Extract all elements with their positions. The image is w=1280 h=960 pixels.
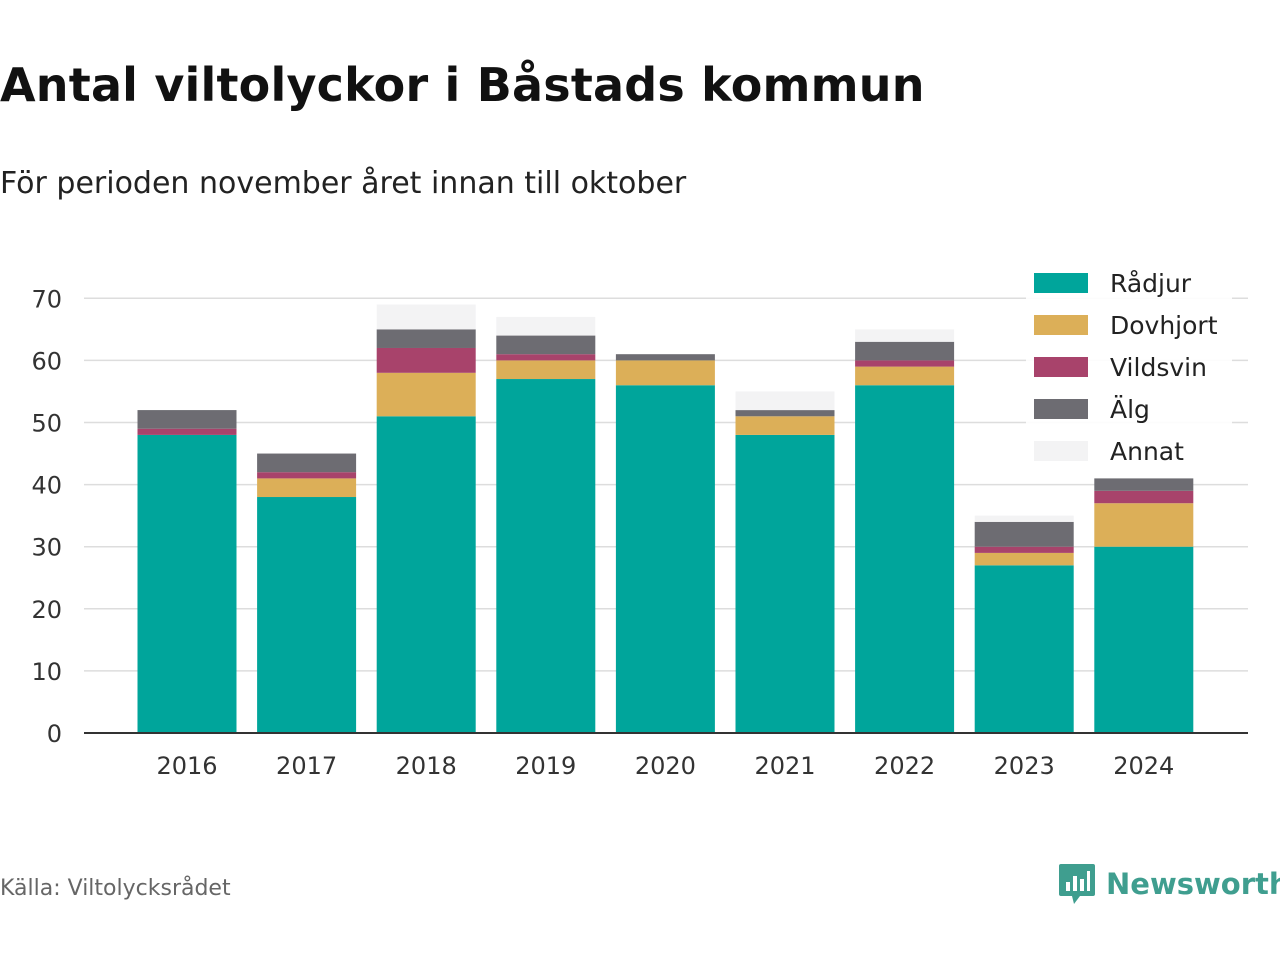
bar-segment-dovhjort — [735, 416, 835, 435]
bar-segment-älg — [496, 335, 596, 355]
bar-segment-annat — [376, 304, 476, 330]
bar-segment-annat — [974, 515, 1074, 522]
bars — [137, 304, 1194, 733]
bar-segment-vildsvin — [496, 354, 596, 361]
bar-segment-vildsvin — [974, 546, 1074, 553]
newsworthy-logo-icon — [1059, 864, 1095, 904]
legend-swatch — [1034, 273, 1088, 293]
y-tick-label: 0 — [47, 720, 62, 748]
bar-segment-dovhjort — [376, 372, 476, 417]
legend-label: Dovhjort — [1110, 311, 1218, 340]
bar-segment-vildsvin — [855, 360, 955, 367]
x-tick-label: 2018 — [396, 752, 457, 780]
bar-segment-rådjur — [735, 434, 835, 733]
legend-swatch — [1034, 399, 1088, 419]
x-tick-label: 2016 — [156, 752, 217, 780]
bar-segment-älg — [974, 521, 1074, 547]
bar-segment-annat — [496, 316, 596, 336]
legend: Rådjur Dovhjort Vildsvin Älg Annat — [1026, 268, 1232, 478]
bar-segment-rådjur — [1094, 546, 1194, 733]
legend-swatch — [1034, 357, 1088, 377]
chart-title: Antal viltolyckor i Båstads kommun — [0, 58, 925, 112]
axes: 0 10 20 30 40 50 60 70 2016 2017 2018 2019 2020 2021 2… — [31, 285, 1248, 780]
legend-label: Rådjur — [1110, 269, 1192, 298]
bar-segment-vildsvin — [376, 347, 476, 373]
bar-segment-dovhjort — [615, 360, 715, 386]
bar-segment-annat — [735, 391, 835, 411]
y-tick-label: 50 — [31, 410, 62, 438]
x-tick-label: 2017 — [276, 752, 337, 780]
bar-segment-älg — [615, 354, 715, 361]
bar-segment-dovhjort — [257, 478, 357, 498]
legend-label: Annat — [1110, 437, 1184, 466]
y-tick-label: 40 — [31, 472, 62, 500]
bar-segment-älg — [855, 341, 955, 361]
y-tick-label: 10 — [31, 658, 62, 686]
x-tick-label: 2023 — [994, 752, 1055, 780]
legend-swatch — [1034, 315, 1088, 335]
bar-segment-älg — [735, 410, 835, 417]
bar-segment-vildsvin — [137, 428, 237, 435]
brand-logo: Newsworthy — [1058, 862, 1280, 906]
bar-segment-rådjur — [855, 385, 955, 733]
legend-label: Älg — [1110, 395, 1150, 424]
bar-segment-rådjur — [257, 497, 357, 733]
bar-segment-älg — [376, 329, 476, 348]
bar-segment-älg — [137, 410, 237, 429]
bar-segment-dovhjort — [974, 552, 1074, 566]
x-tick-label: 2021 — [754, 752, 815, 780]
y-tick-label: 20 — [31, 596, 62, 624]
bar-segment-vildsvin — [1094, 490, 1194, 504]
source-note: Källa: Viltolycksrådet — [0, 876, 231, 901]
bar-segment-rådjur — [974, 565, 1074, 733]
bar-segment-dovhjort — [1094, 503, 1194, 547]
brand-name: Newsworthy — [1106, 867, 1280, 901]
x-tick-label: 2019 — [515, 752, 576, 780]
x-tick-label: 2024 — [1113, 752, 1174, 780]
legend-label: Vildsvin — [1110, 353, 1207, 382]
bar-segment-älg — [1094, 478, 1194, 491]
x-tick-label: 2022 — [874, 752, 935, 780]
bar-segment-annat — [855, 329, 955, 342]
y-tick-label: 70 — [31, 285, 62, 313]
bar-segment-rådjur — [137, 434, 237, 733]
y-tick-label: 30 — [31, 534, 62, 562]
legend-swatch — [1034, 441, 1088, 461]
bar-segment-dovhjort — [496, 360, 596, 380]
bar-segment-älg — [257, 453, 357, 473]
bar-segment-dovhjort — [855, 366, 955, 386]
bar-segment-rådjur — [615, 385, 715, 733]
bar-segment-vildsvin — [257, 472, 357, 479]
x-tick-label: 2020 — [635, 752, 696, 780]
bar-segment-rådjur — [376, 416, 476, 733]
y-tick-label: 60 — [31, 347, 62, 375]
bar-segment-rådjur — [496, 379, 596, 733]
chart-subtitle: För perioden november året innan till ok… — [0, 166, 687, 201]
